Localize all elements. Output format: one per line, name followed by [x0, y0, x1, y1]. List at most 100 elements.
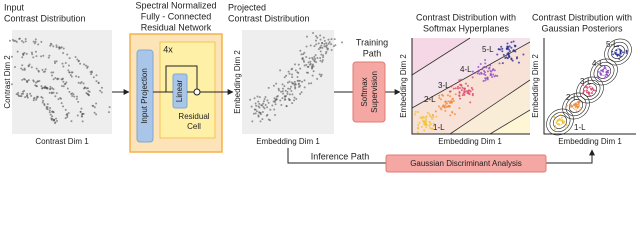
point: [67, 69, 70, 72]
point: [313, 55, 316, 58]
point: [269, 108, 272, 111]
point: [522, 53, 525, 56]
point: [463, 90, 466, 93]
point: [267, 101, 270, 104]
point: [319, 46, 322, 49]
cell-label: Residual: [178, 112, 209, 121]
point: [607, 71, 610, 74]
point: [303, 79, 306, 82]
point: [299, 49, 302, 52]
x-label: Embedding Dim 1: [438, 137, 502, 146]
point: [302, 59, 305, 62]
point: [460, 78, 463, 81]
point: [327, 42, 330, 45]
point: [422, 119, 425, 122]
point: [95, 80, 98, 83]
point: [453, 113, 456, 116]
x-label: Contrast Dim 1: [35, 137, 89, 146]
contour: [562, 92, 590, 120]
point: [107, 111, 110, 114]
point: [288, 99, 291, 102]
contour: [614, 48, 622, 56]
point: [25, 52, 28, 55]
point: [262, 100, 265, 103]
point: [586, 87, 589, 89]
point: [460, 89, 463, 92]
point: [35, 98, 38, 101]
point: [32, 99, 35, 102]
point: [266, 113, 269, 116]
cell-label: Cell: [187, 122, 201, 131]
point: [429, 126, 432, 129]
point: [577, 103, 579, 106]
point: [68, 90, 71, 93]
contour: [607, 41, 629, 63]
point: [32, 40, 35, 43]
point: [260, 104, 263, 107]
point: [49, 113, 52, 116]
point: [299, 67, 302, 70]
point: [279, 99, 282, 102]
point: [292, 82, 295, 85]
point: [10, 55, 13, 58]
point: [588, 93, 590, 96]
point: [70, 92, 73, 95]
point: [435, 115, 438, 118]
point: [40, 40, 43, 43]
point: [62, 47, 65, 50]
point: [458, 91, 461, 94]
point: [38, 80, 41, 83]
point: [439, 98, 442, 101]
point: [64, 62, 67, 65]
point: [618, 48, 621, 51]
y-label: Embedding Dim 2: [531, 54, 540, 118]
point: [496, 75, 499, 78]
point: [558, 119, 561, 122]
point: [283, 85, 286, 88]
point: [320, 53, 323, 56]
point: [290, 90, 293, 93]
point: [41, 68, 44, 71]
point: [41, 96, 44, 99]
point: [77, 60, 80, 63]
point: [294, 87, 297, 90]
point: [262, 106, 265, 109]
point: [513, 49, 516, 52]
point: [578, 100, 581, 103]
point: [55, 92, 58, 95]
point: [46, 106, 49, 109]
point: [23, 67, 26, 70]
point: [258, 106, 261, 109]
point: [563, 120, 566, 123]
point: [34, 50, 37, 53]
point: [315, 35, 318, 38]
point: [414, 110, 417, 113]
point: [45, 107, 48, 110]
point: [62, 85, 65, 88]
point: [449, 114, 452, 117]
block-label: Linear: [175, 80, 184, 103]
point: [288, 80, 291, 83]
point: [424, 122, 427, 125]
point: [253, 108, 256, 111]
point: [286, 81, 289, 84]
class-label: 3-L: [580, 77, 592, 86]
point: [421, 117, 424, 120]
point: [429, 123, 432, 126]
point: [16, 93, 19, 96]
point: [67, 64, 70, 67]
x-label: Embedding Dim 1: [256, 137, 320, 146]
point: [452, 100, 455, 103]
point: [417, 111, 420, 114]
title: Spectral Normalized: [135, 0, 216, 10]
contour: [604, 38, 632, 66]
point: [52, 78, 55, 81]
point: [321, 46, 324, 49]
point: [70, 120, 73, 123]
point: [69, 74, 72, 77]
y-label: Contrast Dim 2: [3, 55, 12, 109]
point: [326, 48, 329, 51]
point: [286, 90, 289, 93]
point: [64, 82, 67, 85]
class-label: 1-L: [574, 123, 586, 132]
